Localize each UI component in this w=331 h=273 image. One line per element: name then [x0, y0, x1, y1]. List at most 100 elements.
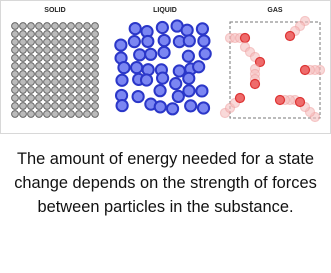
gas-particle [241, 34, 250, 43]
solid-particle [44, 39, 51, 46]
solid-particle [76, 111, 83, 118]
solid-particle [36, 55, 43, 62]
liquid-particle [142, 36, 153, 47]
liquid-particle [154, 85, 165, 96]
gas-particle [251, 80, 260, 89]
solid-particle [68, 71, 75, 78]
solid-particle [60, 47, 67, 54]
solid-particle [60, 71, 67, 78]
solid-particle [92, 71, 99, 78]
solid-particle [60, 39, 67, 46]
solid-particle [44, 103, 51, 110]
solid-particle [44, 23, 51, 30]
solid-particle [76, 47, 83, 54]
liquid-particle [185, 100, 196, 111]
solid-particle [28, 39, 35, 46]
solid-particle [28, 103, 35, 110]
solid-particle [76, 39, 83, 46]
solid-particle [52, 55, 59, 62]
solid-particle [68, 23, 75, 30]
solid-particle [20, 47, 27, 54]
solid-particle [12, 71, 19, 78]
solid-particle [68, 111, 75, 118]
solid-particle [12, 103, 19, 110]
solid-particle [20, 87, 27, 94]
solid-particle [84, 23, 91, 30]
solid-particle [92, 87, 99, 94]
solid-particle [60, 23, 67, 30]
solid-particle [28, 111, 35, 118]
solid-particle [68, 103, 75, 110]
solid-particle [44, 31, 51, 38]
solid-particle [20, 111, 27, 118]
solid-particle [84, 103, 91, 110]
solid-particle [52, 111, 59, 118]
solid-particle [44, 71, 51, 78]
solid-particle [36, 63, 43, 70]
solid-particle [60, 87, 67, 94]
solid-particle [44, 95, 51, 102]
solid-particle [84, 95, 91, 102]
solid-particle [12, 95, 19, 102]
solid-particle [92, 55, 99, 62]
liquid-particle [116, 75, 127, 86]
solid-particle [52, 47, 59, 54]
liquid-particle [157, 22, 168, 33]
solid-particle [60, 95, 67, 102]
liquid-particle [200, 48, 211, 59]
solid-label: SOLID [44, 7, 65, 14]
solid-particle [28, 63, 35, 70]
liquid-particle [184, 35, 195, 46]
solid-particle [92, 103, 99, 110]
solid-particle [76, 31, 83, 38]
solid-particle [44, 87, 51, 94]
solid-particle [12, 31, 19, 38]
solid-particle [92, 47, 99, 54]
solid-particle [52, 63, 59, 70]
liquid-particle [158, 47, 169, 58]
solid-particle [52, 39, 59, 46]
solid-particle [68, 31, 75, 38]
solid-particle [44, 55, 51, 62]
solid-particle [52, 23, 59, 30]
solid-particle [84, 47, 91, 54]
liquid-particle [182, 25, 193, 36]
liquid-particle [183, 73, 194, 84]
solid-particle [76, 79, 83, 86]
solid-particle [84, 111, 91, 118]
solid-particle [76, 23, 83, 30]
solid-particle [84, 55, 91, 62]
solid-particle [92, 23, 99, 30]
solid-particle [68, 55, 75, 62]
liquid-particle [131, 62, 142, 73]
liquid-particle [118, 62, 129, 73]
solid-particle [20, 71, 27, 78]
solid-particle [36, 31, 43, 38]
solid-particle [60, 79, 67, 86]
solid-particle [44, 111, 51, 118]
solid-particle [28, 95, 35, 102]
solid-particle [12, 111, 19, 118]
solid-particle [12, 79, 19, 86]
solid-particle [20, 39, 27, 46]
liquid-particle [197, 23, 208, 34]
solid-particle [60, 55, 67, 62]
solid-particle [28, 55, 35, 62]
solid-particle [28, 79, 35, 86]
solid-particle [84, 71, 91, 78]
liquid-particle [115, 39, 126, 50]
liquid-particle [196, 85, 207, 96]
gas-particle [286, 32, 295, 41]
solid-particle [36, 71, 43, 78]
caption: The amount of energy needed for a state … [8, 147, 323, 219]
solid-particle [36, 87, 43, 94]
liquid-particle [198, 35, 209, 46]
solid-particle [92, 31, 99, 38]
solid-particle [36, 79, 43, 86]
solid-particle [92, 63, 99, 70]
gas-particle [296, 98, 305, 107]
liquid-particle [198, 102, 209, 113]
solid-particle [92, 111, 99, 118]
solid-particle [36, 39, 43, 46]
solid-particle [52, 71, 59, 78]
